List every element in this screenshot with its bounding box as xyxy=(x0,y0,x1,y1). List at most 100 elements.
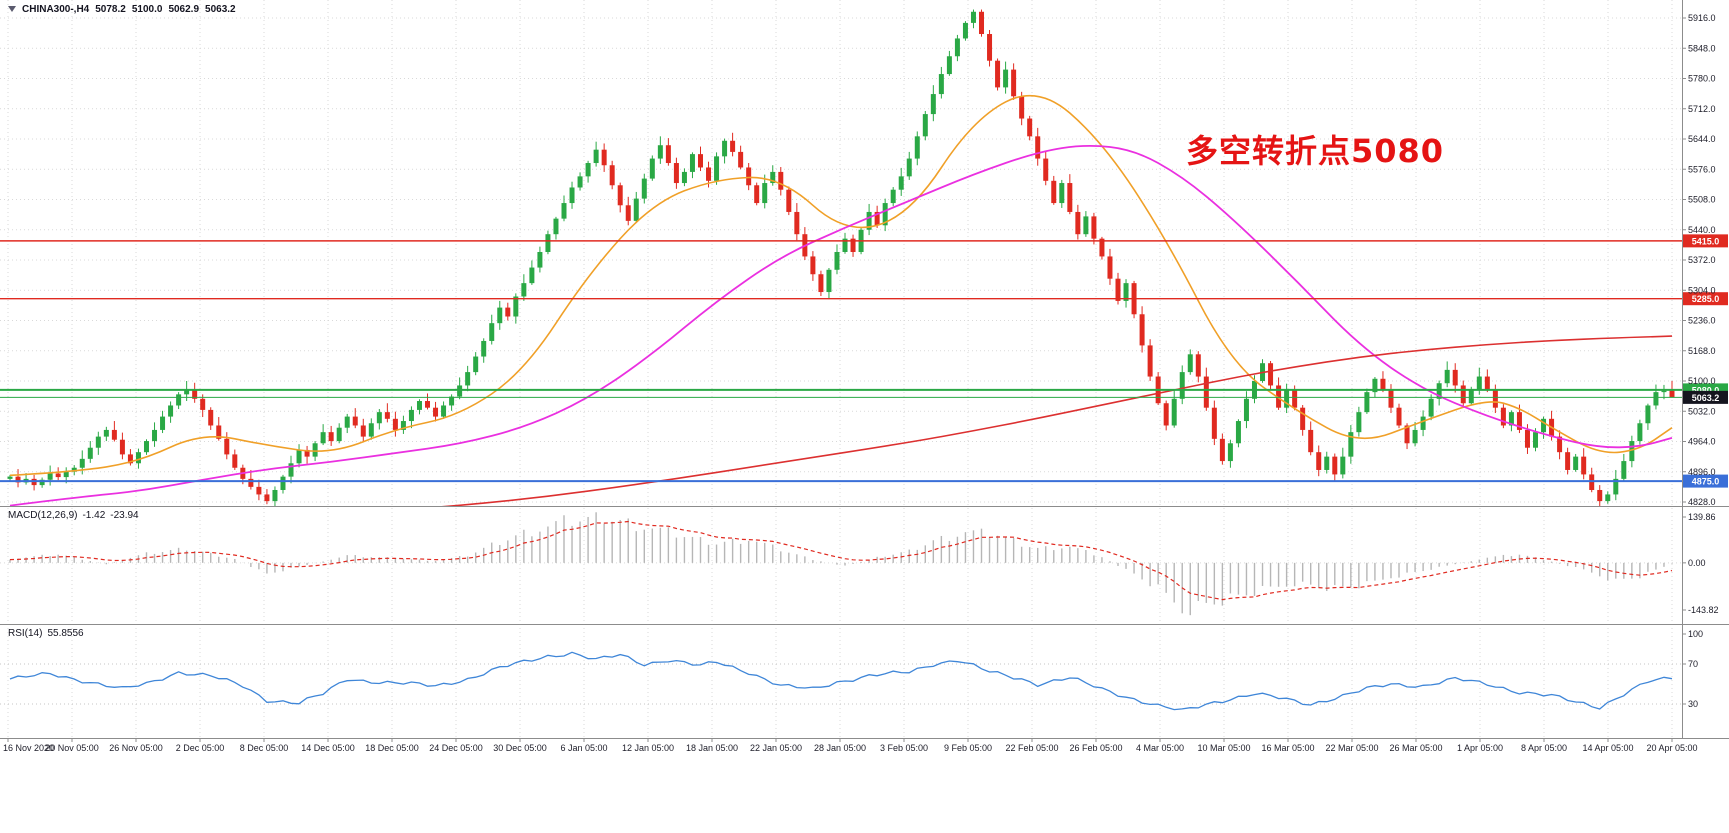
candle-body-down xyxy=(1581,456,1587,475)
hline-price-tag[interactable] xyxy=(1683,390,1728,404)
candle-body-up xyxy=(641,178,647,199)
time-tick-label: 4 Mar 05:00 xyxy=(1136,743,1184,753)
candle-body-down xyxy=(874,211,880,226)
price-tick-label: 5100.0 xyxy=(1688,376,1716,386)
separators-layer xyxy=(0,0,1729,739)
candle-body-down xyxy=(1404,425,1410,444)
candle-body-down xyxy=(850,238,856,252)
candle-body-down xyxy=(505,307,511,317)
rsi-tick-label: 70 xyxy=(1688,659,1698,669)
candle-body-down xyxy=(1107,256,1113,279)
candle-body-up xyxy=(168,405,174,417)
candle-body-down xyxy=(1396,407,1402,426)
candle-body-down xyxy=(1019,96,1025,119)
candle-body-up xyxy=(39,479,45,486)
candle-body-up xyxy=(95,436,101,448)
candle-body-up xyxy=(1476,376,1482,390)
candle-body-down xyxy=(1308,429,1314,453)
candle-body-down xyxy=(1268,363,1274,386)
candle-body-down xyxy=(1147,345,1153,377)
price-tick-label: 5848.0 xyxy=(1688,43,1716,53)
candle-body-up xyxy=(826,269,832,293)
candle-body-up xyxy=(762,183,768,204)
time-tick-label: 8 Dec 05:00 xyxy=(240,743,289,753)
candle-body-up xyxy=(1356,412,1362,433)
candle-body-up xyxy=(689,154,695,172)
candle-body-down xyxy=(1460,385,1466,404)
annotation-text[interactable]: 多空转折点5080 xyxy=(1186,132,1445,170)
candle-body-down xyxy=(1219,438,1225,462)
candle-body-up xyxy=(545,234,551,252)
price-tick-label: 5780.0 xyxy=(1688,74,1716,84)
candle-body-up xyxy=(71,467,77,472)
candle-body-up xyxy=(770,171,776,184)
candle-body-down xyxy=(987,34,993,61)
candle-body-down xyxy=(352,416,358,426)
candle-body-up xyxy=(1613,478,1619,495)
macd-main-value: -1.42 xyxy=(82,510,106,521)
candle-body-up xyxy=(1059,183,1065,204)
candle-body-down xyxy=(111,429,117,440)
hline-price-tag[interactable] xyxy=(1683,292,1728,306)
candle-body-up xyxy=(914,136,920,159)
candle-body-down xyxy=(1589,474,1595,490)
candle-body-down xyxy=(360,425,366,437)
candle-body-up xyxy=(1436,383,1442,399)
candle-body-up xyxy=(1243,398,1249,422)
time-tick-label: 1 Apr 05:00 xyxy=(1457,743,1503,753)
price-tick-label: 5304.0 xyxy=(1688,285,1716,295)
candle-body-up xyxy=(184,389,190,395)
candle-body-up xyxy=(457,385,463,397)
candle-body-down xyxy=(1276,385,1282,408)
time-tick-label: 24 Dec 05:00 xyxy=(429,743,483,753)
hline-price-tag[interactable] xyxy=(1683,234,1728,248)
ohlc-high: 5100.0 xyxy=(131,4,163,15)
candle-body-up xyxy=(537,251,543,268)
time-tick-label: 6 Jan 05:00 xyxy=(560,743,607,753)
candle-body-up xyxy=(1605,494,1611,502)
candle-body-up xyxy=(79,458,85,468)
rsi-line xyxy=(9,651,1673,711)
candle-body-up xyxy=(922,114,928,137)
candle-body-down xyxy=(1115,278,1121,301)
time-tick-label: 26 Feb 05:00 xyxy=(1069,743,1122,753)
candle-body-up xyxy=(103,429,109,437)
price-tick-label: 5576.0 xyxy=(1688,164,1716,174)
macd-tick-label: -143.82 xyxy=(1688,605,1719,615)
time-tick-label: 22 Mar 05:00 xyxy=(1325,743,1378,753)
time-tick-label: 14 Apr 05:00 xyxy=(1582,743,1633,753)
candle-body-down xyxy=(200,398,206,410)
candle-body-down xyxy=(224,438,230,455)
candle-body-up xyxy=(1003,69,1009,88)
time-tick-label: 14 Dec 05:00 xyxy=(301,743,355,753)
hline-price-tag[interactable] xyxy=(1683,474,1728,488)
time-tick-label: 26 Mar 05:00 xyxy=(1389,743,1442,753)
rsi-name: RSI(14) xyxy=(8,628,43,639)
candle-body-down xyxy=(979,11,985,35)
macd-tick-label: 139.86 xyxy=(1688,512,1716,522)
candle-body-up xyxy=(1227,443,1233,462)
candle-body-up xyxy=(47,473,53,480)
candle-body-up xyxy=(714,156,720,181)
candle-body-up xyxy=(288,463,294,477)
candle-body-up xyxy=(906,158,912,177)
candle-body-up xyxy=(593,149,599,164)
price-tick-label: 5644.0 xyxy=(1688,134,1716,144)
macd-layer xyxy=(0,512,1682,616)
candle-body-down xyxy=(1565,452,1571,470)
ma-fast-orange-line xyxy=(9,94,1673,477)
candle-body-up xyxy=(1444,369,1450,384)
price-tick-label: 5372.0 xyxy=(1688,255,1716,265)
rsi-value: 55.8556 xyxy=(47,628,84,639)
candle-body-down xyxy=(1099,238,1105,257)
ohlc-close: 5063.2 xyxy=(205,4,236,15)
candle-body-down xyxy=(1139,314,1145,346)
candle-body-down xyxy=(617,185,623,206)
price-tick-label: 5712.0 xyxy=(1688,104,1716,114)
candle-body-down xyxy=(192,389,198,399)
candle-body-down xyxy=(1332,456,1338,475)
